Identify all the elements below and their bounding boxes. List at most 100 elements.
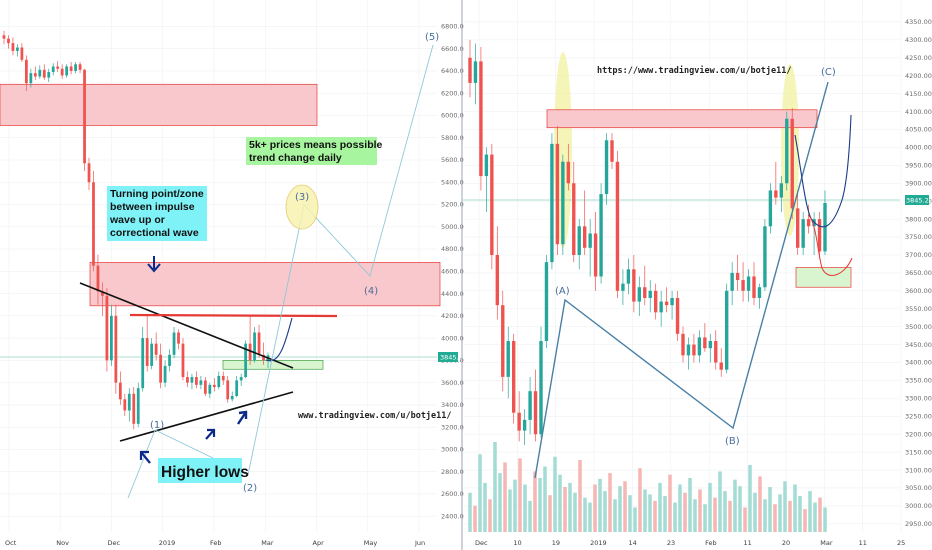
- volume-bar: [813, 502, 817, 532]
- candle-body: [708, 341, 713, 349]
- volume-bar: [478, 454, 482, 532]
- candle-body: [132, 393, 136, 424]
- time-tick-label: 11: [744, 539, 752, 547]
- volume-bar: [618, 486, 622, 532]
- time-tick-label: Nov: [56, 539, 69, 547]
- candle-body: [697, 337, 702, 356]
- volume-bar: [578, 460, 582, 532]
- volume-bar: [558, 474, 562, 532]
- candle-body: [517, 412, 521, 431]
- candle-body: [154, 343, 158, 355]
- candle-body: [78, 64, 82, 70]
- price-tick-label: 3100.00: [905, 466, 932, 474]
- last-price-badge-right: [905, 195, 929, 205]
- projection-curve-right-red: [807, 214, 853, 276]
- wave-label-c: (C): [821, 67, 836, 78]
- candle-body: [239, 377, 243, 381]
- price-tick-label: 3650.00: [905, 269, 932, 277]
- candle-body: [730, 272, 734, 291]
- higher-lows-note: Higher lows: [161, 464, 249, 481]
- candle-body: [615, 161, 620, 291]
- volume-bar: [703, 504, 707, 532]
- volume-bar: [493, 442, 497, 532]
- volume-bar: [698, 489, 702, 532]
- price-tick-label: 4000.00: [905, 144, 932, 152]
- volume-bar: [798, 496, 802, 532]
- volume-bar: [523, 484, 527, 532]
- volume-bar: [488, 499, 492, 532]
- candle-body: [96, 265, 100, 292]
- volume-bar: [648, 494, 652, 532]
- candle-body: [522, 419, 527, 431]
- volume-bar: [598, 478, 602, 532]
- price-tick-label: 3300.00: [905, 395, 932, 403]
- volume-bar: [638, 468, 642, 532]
- candle-body: [235, 380, 239, 396]
- volume-bar: [503, 462, 507, 532]
- volume-bar: [538, 478, 542, 532]
- left-time-axis[interactable]: Oct Nov Dec 2019 Feb Mar Apr May Jun: [5, 539, 425, 547]
- time-tick-label: 25: [897, 539, 905, 547]
- candle-body: [29, 73, 33, 84]
- price-tick-label: 3750.00: [905, 233, 932, 241]
- volume-bar: [803, 509, 807, 532]
- volume-bar: [808, 491, 812, 532]
- candle-body: [56, 66, 60, 69]
- candle-body: [604, 140, 609, 195]
- candle-body: [127, 393, 131, 411]
- candle-body: [83, 69, 86, 164]
- candle-body: [735, 272, 740, 281]
- volume-bar: [573, 492, 577, 532]
- volume-bar: [473, 505, 477, 532]
- price-tick-label: 4000.0: [441, 334, 464, 342]
- candle-body: [38, 69, 42, 77]
- candle-body: [632, 269, 636, 302]
- volume-bar: [683, 492, 687, 532]
- right-chart-panel[interactable]: (A) (B) (C) https://www.tradingview.com/…: [463, 0, 932, 547]
- turning-point-note-bg: [107, 186, 207, 241]
- wave-label-1: (1): [150, 420, 164, 431]
- candle-body: [150, 343, 154, 366]
- candle-body: [226, 380, 230, 400]
- candle-body: [550, 143, 554, 263]
- volume-bar: [743, 507, 747, 532]
- price-tick-label: 3000.00: [905, 502, 932, 510]
- volume-bar: [658, 482, 662, 532]
- price-tick-label: 2400.0: [441, 512, 464, 520]
- price-tick-label: 3600.00: [905, 287, 932, 295]
- candle-body: [468, 57, 472, 83]
- candle-body: [528, 391, 532, 420]
- volume-bar: [528, 500, 532, 532]
- volume-bar: [823, 507, 827, 532]
- volume-bar: [723, 491, 727, 532]
- price-tick-label: 3600.0: [441, 379, 464, 387]
- candle-body: [212, 384, 216, 388]
- price-tick-label: 3800.00: [905, 215, 932, 223]
- right-time-axis[interactable]: Dec 10 19 2019 14 23 Feb 11 20 Mar 11 25: [475, 539, 905, 547]
- price-tick-label: 4400.0: [441, 290, 464, 298]
- candle-body: [42, 69, 46, 78]
- left-chart-panel[interactable]: (1) (2) (3) (4) (5) Turning point/zone b…: [0, 0, 464, 547]
- wave-label-4: (4): [364, 286, 378, 297]
- time-tick-label: Mar: [261, 539, 274, 547]
- daily-note-bg: [246, 137, 377, 165]
- candle-body: [141, 338, 145, 389]
- candle-body: [199, 380, 203, 385]
- candle-body: [262, 354, 265, 361]
- price-tick-label: 6800.0: [441, 23, 464, 31]
- right-price-axis[interactable]: 4350.00 4300.00 4250.00 4200.00 4150.00 4100.…: [905, 18, 932, 528]
- candle-body: [675, 297, 680, 334]
- volume-bar: [593, 484, 597, 532]
- candle-body: [544, 262, 549, 342]
- abc-wave-line: [534, 81, 829, 479]
- watermark-url-right: https://www.tradingview.com/u/botje11/: [597, 65, 791, 76]
- wave-label-3: (3): [295, 192, 309, 203]
- time-tick-label: Jun: [414, 539, 425, 547]
- left-price-axis[interactable]: 6800.0 6600.0 6400.0 6200.0 6000.0 5800.0 5600…: [441, 23, 464, 521]
- time-tick-label: Mar: [820, 539, 833, 547]
- last-price-label-right: 3845.20: [906, 197, 932, 205]
- arrow-up-right-icon: [237, 410, 248, 425]
- time-tick-label: 11: [859, 539, 867, 547]
- price-tick-label: 3000.0: [441, 446, 464, 454]
